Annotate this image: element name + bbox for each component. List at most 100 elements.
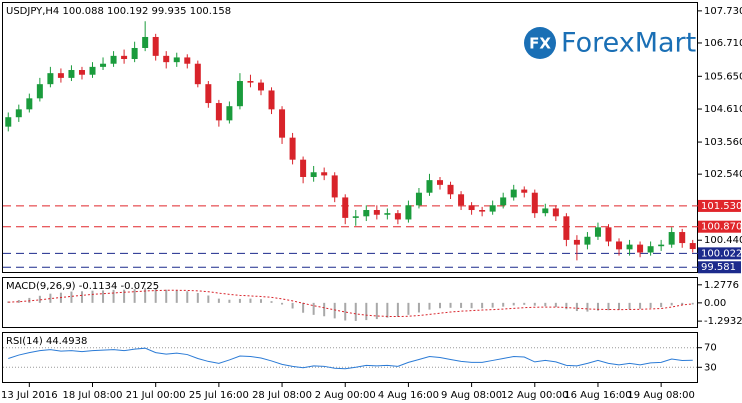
macd-bar xyxy=(207,295,210,303)
macd-bar xyxy=(523,302,526,305)
x-tick-label: 25 Jul 16:00 xyxy=(189,390,249,401)
candle-body xyxy=(289,137,296,160)
candle-body xyxy=(194,63,201,85)
macd-bar xyxy=(607,302,610,311)
candle-body xyxy=(637,244,644,253)
macd-bar xyxy=(175,290,178,303)
candle-body xyxy=(15,109,22,118)
y-tick-label: 106.710 xyxy=(704,38,742,49)
level-label-bg xyxy=(698,261,741,274)
macd-bar xyxy=(575,302,578,312)
candle-body xyxy=(36,84,43,99)
macd-bar xyxy=(470,302,473,309)
candle-body xyxy=(142,36,149,48)
candle-body xyxy=(489,205,496,212)
macd-bar xyxy=(660,302,663,308)
macd-bar xyxy=(281,302,284,305)
logo-icon xyxy=(524,27,556,59)
y-tick-label: 30 xyxy=(704,362,717,373)
level-label: 100.022 xyxy=(701,248,742,259)
macd-bar xyxy=(639,302,642,309)
level-label-bg xyxy=(698,220,741,233)
candle-body xyxy=(668,232,675,245)
macd-bar xyxy=(407,302,410,315)
macd-bar xyxy=(249,298,252,303)
candle-body xyxy=(394,213,401,220)
candle-body xyxy=(57,73,64,78)
logo-text: ForexMart xyxy=(561,28,696,59)
candle-body xyxy=(605,227,612,242)
macd-bar xyxy=(196,292,199,303)
macd-bar xyxy=(91,290,94,303)
macd-bar xyxy=(618,302,621,310)
candle-body xyxy=(405,205,412,220)
candle-body xyxy=(658,244,665,247)
macd-panel xyxy=(2,277,698,328)
level-label-bg xyxy=(698,199,741,212)
candle-body xyxy=(384,213,391,215)
macd-bar xyxy=(333,302,336,319)
macd-bar xyxy=(628,302,631,310)
candle-body xyxy=(479,210,486,212)
x-tick-label: 19 Aug 08:00 xyxy=(627,390,694,401)
x-tick-label: 4 Aug 16:00 xyxy=(378,390,439,401)
candle-body xyxy=(257,82,264,91)
signal-line xyxy=(8,289,693,318)
y-tick-label: 70 xyxy=(704,343,717,354)
candle-body xyxy=(510,189,517,198)
candle-body xyxy=(458,194,465,206)
candle-body xyxy=(215,103,222,121)
candle-body xyxy=(310,172,317,177)
y-tick-label: 1.2776 xyxy=(704,280,739,291)
macd-bar xyxy=(112,289,115,303)
candle-body xyxy=(131,47,138,60)
macd-bar xyxy=(596,302,599,311)
candle-body xyxy=(363,210,370,217)
candle-body xyxy=(100,63,107,67)
candle-body xyxy=(500,197,507,206)
macd-bar xyxy=(491,302,494,308)
candle-body xyxy=(236,81,243,107)
y-tick-label: 103.560 xyxy=(704,137,742,148)
macd-bar xyxy=(386,302,389,318)
candle-body xyxy=(542,208,549,214)
candle-body xyxy=(531,192,538,214)
macd-bar xyxy=(565,302,568,310)
y-tick-label: -1.2932 xyxy=(704,316,742,327)
candle-body xyxy=(152,36,159,56)
macd-bar xyxy=(481,302,484,309)
macd-bar xyxy=(154,288,157,303)
macd-bar xyxy=(165,289,168,303)
y-tick-label: 0.00 xyxy=(704,298,726,309)
candle-body xyxy=(205,84,212,104)
watermark: FX ForexMart xyxy=(524,27,696,59)
x-tick-label: 18 Jul 08:00 xyxy=(63,390,123,401)
chart-title: USDJPY,H4 100.088 100.192 99.935 100.158 xyxy=(6,6,231,17)
macd-bar xyxy=(144,288,147,303)
macd-bar xyxy=(512,302,515,306)
macd-bar xyxy=(38,295,41,303)
macd-bar xyxy=(102,290,105,303)
candle-body xyxy=(373,210,380,215)
candle-body xyxy=(226,106,233,121)
candle-body xyxy=(68,70,75,78)
level-label: 100.870 xyxy=(701,222,742,233)
y-tick-label: 102.540 xyxy=(704,169,742,180)
candle-body xyxy=(352,216,359,218)
candle-body xyxy=(426,180,433,193)
x-tick-label: 16 Aug 16:00 xyxy=(564,390,631,401)
macd-bar xyxy=(417,302,420,313)
candle-body xyxy=(468,205,475,211)
macd-bar xyxy=(312,302,315,315)
candle-body xyxy=(279,109,286,138)
level-label: 99.581 xyxy=(701,262,736,273)
candle-body xyxy=(342,197,349,218)
macd-bar xyxy=(428,302,431,310)
candle-body xyxy=(689,243,696,250)
macd-bar xyxy=(186,291,189,303)
macd-bar xyxy=(396,302,399,317)
macd-bar xyxy=(439,302,442,309)
candle-body xyxy=(679,232,686,244)
candle-body xyxy=(331,175,338,198)
